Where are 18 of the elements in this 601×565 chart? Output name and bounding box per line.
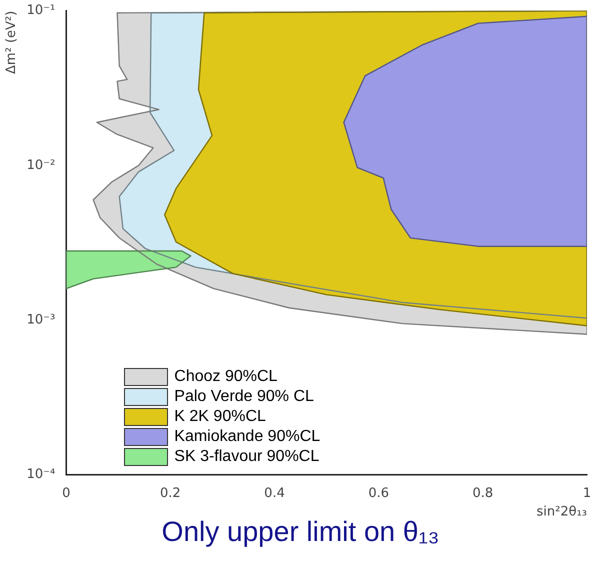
y-axis-title: Δm² (eV²) (4, 10, 20, 74)
legend-label: Chooz 90%CL (174, 368, 278, 386)
x-tick-label: 0.4 (264, 486, 285, 501)
legend-label: K 2K 90%CL (174, 408, 266, 426)
x-tick-label: 0.6 (368, 486, 390, 501)
x-tick-label: 0 (62, 486, 70, 501)
legend-label: SK 3-flavour 90%CL (174, 448, 320, 466)
y-tick-label: 10⁻⁴ (26, 467, 56, 482)
x-tick-label: 0.8 (472, 486, 494, 501)
x-tick-label: 0.2 (160, 486, 181, 501)
y-tick-label: 10⁻¹ (26, 3, 56, 18)
legend-label: Palo Verde 90% CL (174, 388, 314, 406)
x-tick-label: 1 (582, 486, 592, 501)
x-axis-title: sin²2θ₁₃ (536, 504, 587, 520)
text: Only upper limit on θ₁₃ (162, 516, 440, 547)
y-tick-label: 10⁻³ (26, 312, 56, 328)
y-tick-label: 10⁻² (26, 158, 56, 173)
legend-label: Kamiokande 90%CL (174, 428, 320, 446)
